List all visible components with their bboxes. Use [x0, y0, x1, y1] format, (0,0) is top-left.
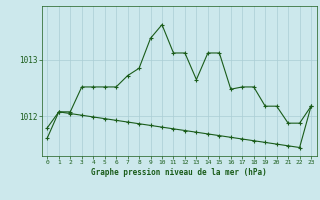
X-axis label: Graphe pression niveau de la mer (hPa): Graphe pression niveau de la mer (hPa): [91, 168, 267, 177]
